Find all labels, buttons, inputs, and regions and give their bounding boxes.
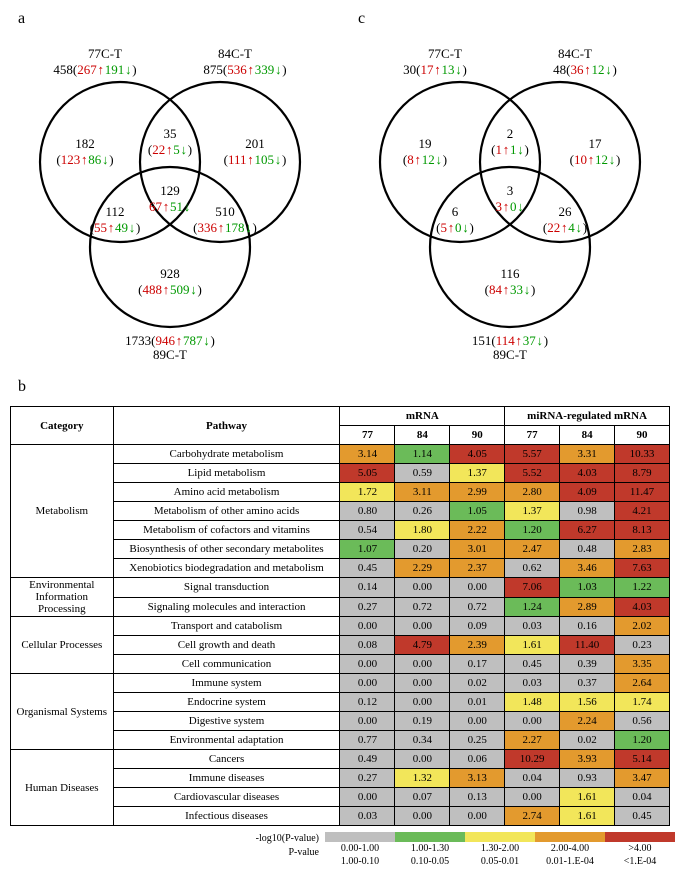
panel-c-label: c — [358, 10, 670, 28]
panel-a-label: a — [18, 10, 330, 28]
venn-c: 77C-T30(17↑13↓)84C-T48(36↑12↓)151(114↑37… — [350, 32, 670, 372]
pathway-table-wrap: CategoryPathwaymRNAmiRNA-regulated mRNA7… — [10, 406, 675, 868]
legend: -log10(P-value)P-value 0.00-1.001.00-0.1… — [10, 832, 675, 868]
venn-a: 77C-T458(267↑191↓)84C-T875(536↑339↓)1733… — [10, 32, 330, 372]
pathway-table: CategoryPathwaymRNAmiRNA-regulated mRNA7… — [10, 406, 670, 826]
panel-b-label: b — [18, 378, 675, 396]
